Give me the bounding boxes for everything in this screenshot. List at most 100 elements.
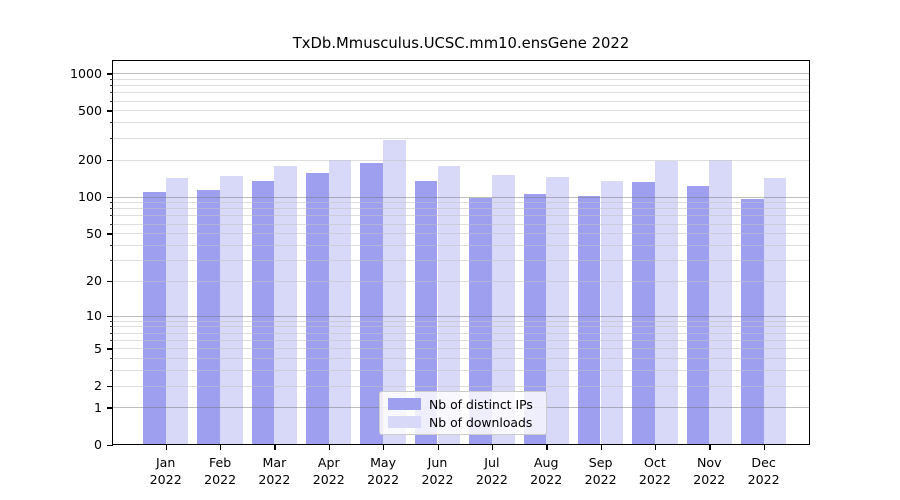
y-minortick-30 <box>109 260 113 261</box>
x-label-month: Aug <box>533 454 559 470</box>
y-minortick-800 <box>109 85 113 87</box>
y-minortick-70 <box>109 215 113 217</box>
y-minortick-7 <box>109 332 113 334</box>
y-tick-0 <box>107 444 113 446</box>
x-label-year: 2022 <box>367 471 400 487</box>
bar-downloads-oct <box>654 160 678 445</box>
y-minortick-90 <box>109 202 113 204</box>
x-label-year: 2022 <box>584 471 617 487</box>
y-minortick-8 <box>109 326 113 328</box>
x-tick-nov <box>709 444 711 450</box>
x-label-year: 2022 <box>149 471 182 487</box>
y-minortick-80 <box>109 208 113 210</box>
gridline-500 <box>113 110 810 112</box>
x-tick-label-mar: Mar 2022 <box>243 454 305 488</box>
gridline-20 <box>113 280 810 282</box>
bar-ips-apr <box>306 172 329 445</box>
gridline-60 <box>113 223 810 225</box>
x-label-month: Jun <box>427 454 448 470</box>
x-label-month: Sep <box>588 454 613 470</box>
y-minortick-40 <box>109 244 113 246</box>
gridline-5 <box>113 348 810 350</box>
x-tick-label-sep: Sep 2022 <box>570 454 632 488</box>
x-tick-label-jul: Jul 2022 <box>461 454 523 488</box>
x-tick-label-aug: Aug 2022 <box>515 454 577 488</box>
legend-item-downloads: Nb of downloads <box>388 415 538 430</box>
legend-item-distinct-ips: Nb of distinct IPs <box>388 397 538 412</box>
bar-downloads-jan <box>165 177 189 445</box>
x-label-year: 2022 <box>638 471 671 487</box>
legend: Nb of distinct IPs Nb of downloads <box>379 391 547 435</box>
y-tick-1 <box>107 407 113 409</box>
bar-downloads-jul <box>491 174 515 445</box>
y-tick-label-200: 200 <box>77 152 102 167</box>
gridline-900 <box>113 78 810 80</box>
gridline-600 <box>113 100 810 102</box>
bar-ips-mar <box>251 180 275 445</box>
x-label-month: May <box>370 454 397 470</box>
y-tick-1000 <box>107 73 113 75</box>
y-tick-5 <box>107 348 113 350</box>
bar-downloads-apr <box>328 159 352 445</box>
gridline-100 <box>113 196 810 198</box>
x-label-year: 2022 <box>693 471 726 487</box>
y-minortick-3 <box>109 370 113 371</box>
x-label-month: Nov <box>697 454 722 470</box>
bar-ips-nov <box>686 186 710 445</box>
y-tick-label-100: 100 <box>77 189 102 204</box>
gridline-700 <box>113 92 810 94</box>
y-tick-500 <box>107 110 113 112</box>
gridline-1000 <box>113 73 810 75</box>
x-tick-aug <box>546 444 548 450</box>
gridline-200 <box>113 159 810 161</box>
x-tick-mar <box>274 444 276 450</box>
y-tick-20 <box>107 280 113 283</box>
y-tick-label-20: 20 <box>85 273 102 289</box>
legend-label-downloads: Nb of downloads <box>429 414 533 430</box>
bar-ips-oct <box>632 182 655 445</box>
gridline-6 <box>113 339 810 341</box>
bar-downloads-feb <box>220 176 243 445</box>
legend-swatch-distinct-ips <box>388 398 421 410</box>
y-tick-10 <box>107 315 113 317</box>
y-minortick-6 <box>109 339 113 341</box>
x-label-month: Apr <box>317 454 340 470</box>
x-label-year: 2022 <box>747 471 780 487</box>
y-minortick-60 <box>109 223 113 225</box>
y-tick-label-1000: 1000 <box>69 65 102 81</box>
x-label-month: Jan <box>155 454 176 470</box>
y-tick-100 <box>107 196 113 198</box>
gridline-30 <box>113 260 810 261</box>
x-label-year: 2022 <box>421 471 454 487</box>
bar-ips-aug <box>523 193 547 445</box>
gridline-70 <box>113 215 810 217</box>
x-tick-label-oct: Oct 2022 <box>624 454 686 488</box>
x-tick-jul <box>491 444 494 450</box>
y-tick-50 <box>107 233 113 235</box>
y-minortick-900 <box>109 78 113 80</box>
gridline-80 <box>113 208 810 210</box>
gridline-90 <box>113 202 810 204</box>
x-label-month: Oct <box>644 454 666 470</box>
gridline-800 <box>113 85 810 87</box>
y-minortick-300 <box>109 137 113 139</box>
gridline-3 <box>113 370 810 371</box>
x-label-month: Mar <box>262 454 287 470</box>
bar-downloads-dec <box>763 178 787 445</box>
x-label-month: Jul <box>484 454 500 470</box>
x-tick-oct <box>654 444 657 450</box>
x-label-year: 2022 <box>258 471 291 487</box>
x-label-year: 2022 <box>204 471 237 487</box>
y-tick-200 <box>107 159 113 161</box>
bar-downloads-sep <box>600 180 624 445</box>
gridline-7 <box>113 332 810 334</box>
y-tick-label-5: 5 <box>93 340 102 356</box>
x-tick-jan <box>165 444 168 450</box>
bar-ips-jun <box>414 181 438 445</box>
bar-ips-jan <box>143 192 166 445</box>
x-label-month: Feb <box>208 454 232 470</box>
x-tick-feb <box>220 444 222 450</box>
y-tick-label-0: 0 <box>93 437 102 452</box>
x-tick-apr <box>328 444 331 450</box>
y-minortick-600 <box>109 100 113 102</box>
